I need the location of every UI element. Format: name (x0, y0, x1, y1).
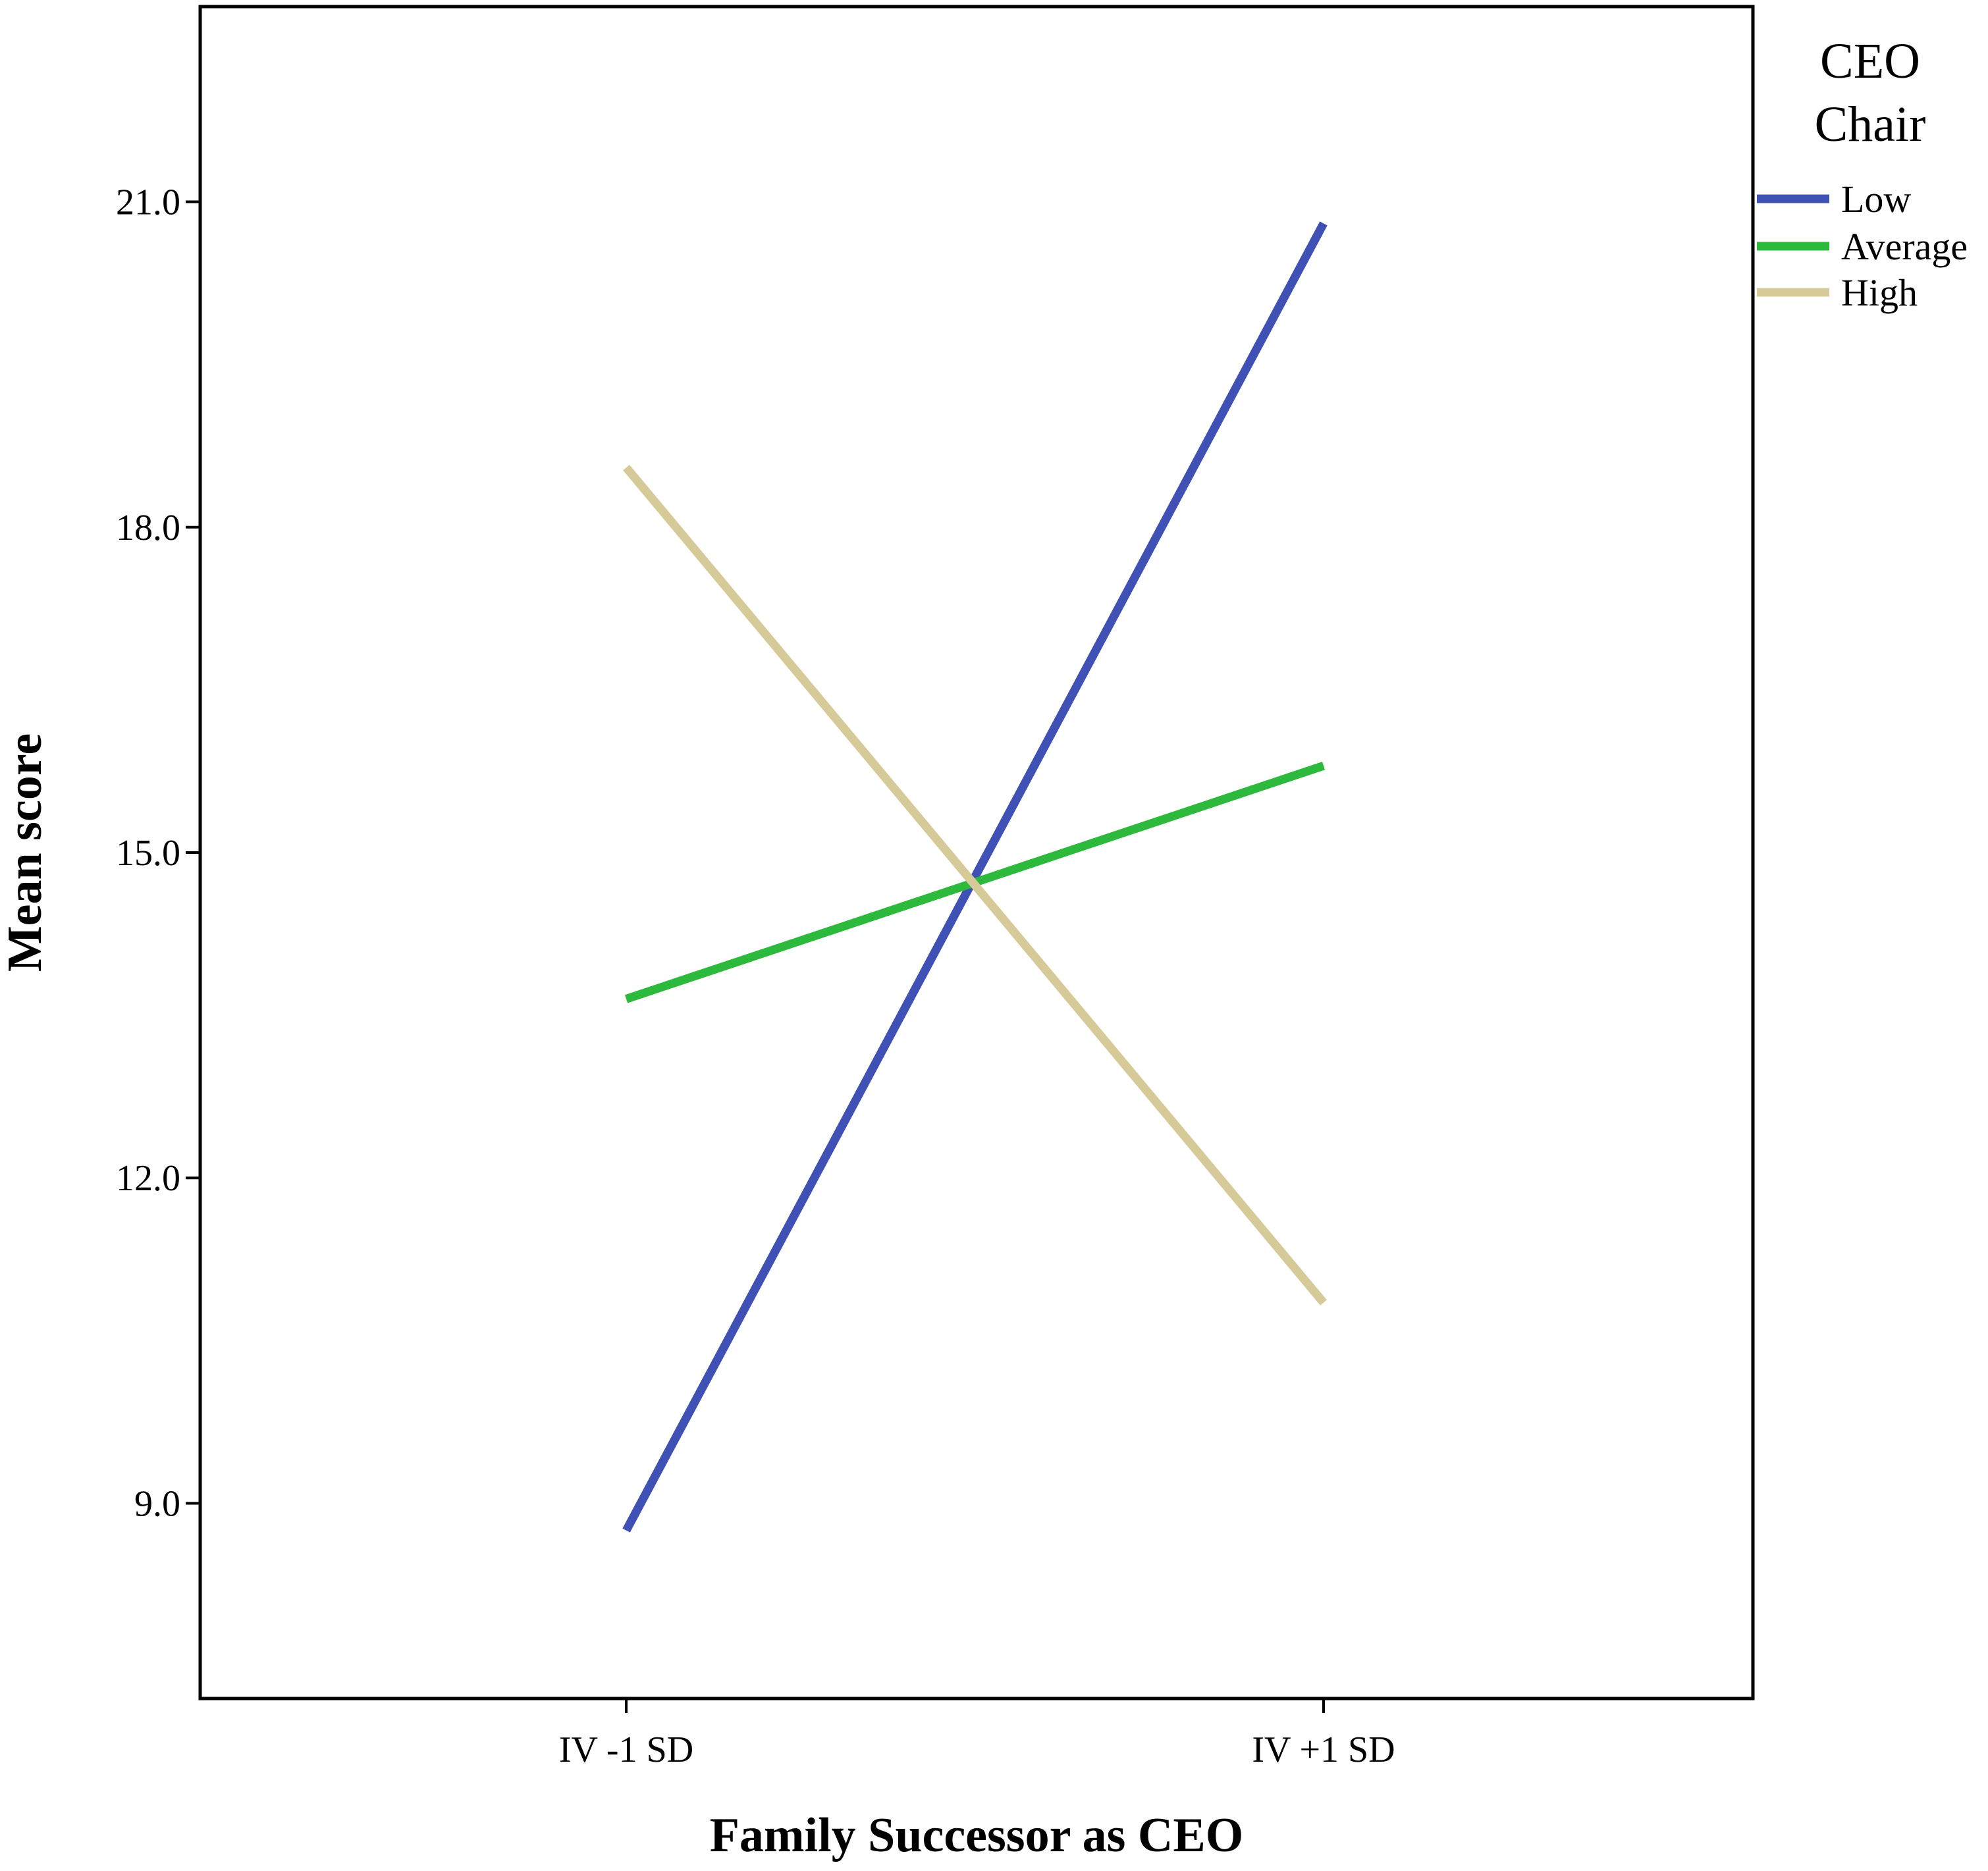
y-tick-label: 15.0 (116, 833, 180, 874)
legend-label-low: Low (1841, 178, 1911, 221)
x-tick-label: IV +1 SD (1252, 1729, 1395, 1770)
x-axis-title: Family Successor as CEO (710, 1808, 1244, 1862)
y-tick-label: 9.0 (134, 1483, 180, 1524)
y-tick-label: 18.0 (116, 508, 180, 548)
legend-label-average: Average (1841, 225, 1968, 268)
series-line-high (623, 464, 1327, 1305)
series-line-low (622, 221, 1328, 1533)
legend-label-high: High (1841, 271, 1918, 314)
x-axis: IV -1 SD IV +1 SD (559, 1699, 1395, 1770)
series-lines (622, 221, 1328, 1533)
y-tick-label: 21.0 (116, 182, 180, 223)
y-tick-label: 12.0 (116, 1158, 180, 1199)
legend-title-line2: Chair (1815, 97, 1926, 152)
y-axis: 9.0 12.0 15.0 18.0 21.0 (116, 182, 200, 1524)
y-axis-title: Mean score (0, 733, 52, 972)
legend-title-line1: CEO (1820, 34, 1920, 89)
x-tick-label: IV -1 SD (559, 1729, 693, 1770)
plot-frame (198, 5, 1755, 1700)
